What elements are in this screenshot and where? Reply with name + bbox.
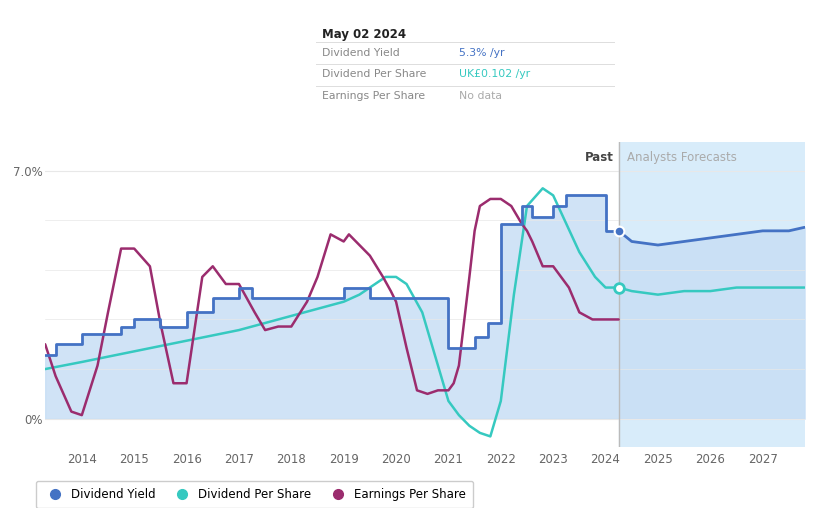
- Text: May 02 2024: May 02 2024: [323, 28, 406, 42]
- Text: Past: Past: [585, 150, 613, 164]
- Text: Dividend Per Share: Dividend Per Share: [323, 69, 427, 79]
- Text: No data: No data: [459, 91, 502, 101]
- Text: Analysts Forecasts: Analysts Forecasts: [626, 150, 736, 164]
- Text: Dividend Yield: Dividend Yield: [323, 48, 400, 57]
- Bar: [619, 142, 805, 447]
- Text: UK£0.102 /yr: UK£0.102 /yr: [459, 69, 530, 79]
- Text: 5.3% /yr: 5.3% /yr: [459, 48, 504, 57]
- Text: Earnings Per Share: Earnings Per Share: [323, 91, 425, 101]
- Legend: Dividend Yield, Dividend Per Share, Earnings Per Share: Dividend Yield, Dividend Per Share, Earn…: [36, 481, 473, 508]
